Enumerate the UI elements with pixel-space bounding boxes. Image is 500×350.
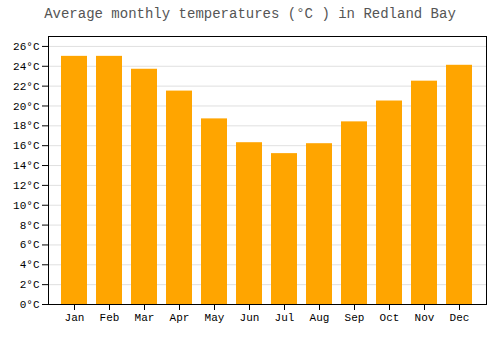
svg-text:8°C: 8°C [20, 220, 40, 232]
svg-text:10°C: 10°C [13, 200, 40, 212]
svg-text:16°C: 16°C [13, 140, 40, 152]
svg-text:12°C: 12°C [13, 180, 40, 192]
svg-text:24°C: 24°C [13, 61, 40, 73]
svg-text:Jun: Jun [240, 312, 260, 324]
svg-text:26°C: 26°C [13, 41, 40, 53]
svg-text:Nov: Nov [415, 312, 435, 324]
svg-text:20°C: 20°C [13, 101, 40, 113]
svg-text:0°C: 0°C [20, 299, 40, 311]
svg-text:Oct: Oct [380, 312, 400, 324]
svg-text:Jan: Jan [65, 312, 85, 324]
svg-text:6°C: 6°C [20, 239, 40, 251]
svg-text:22°C: 22°C [13, 81, 40, 93]
html-text:Average monthly temperatures (: Average monthly temperatures (°C ) in Re… [44, 6, 456, 22]
svg-text:18°C: 18°C [13, 120, 40, 132]
svg-text:Apr: Apr [170, 312, 190, 324]
svg-text:Dec: Dec [450, 312, 470, 324]
svg-text:Sep: Sep [345, 312, 365, 324]
svg-text:Aug: Aug [310, 312, 330, 324]
svg-text:Mar: Mar [135, 312, 155, 324]
svg-text:Jul: Jul [275, 312, 295, 324]
svg-text:4°C: 4°C [20, 259, 40, 271]
svg-text:14°C: 14°C [13, 160, 40, 172]
svg-text:May: May [205, 312, 225, 324]
svg-text:Feb: Feb [100, 312, 120, 324]
svg-text:2°C: 2°C [20, 279, 40, 291]
